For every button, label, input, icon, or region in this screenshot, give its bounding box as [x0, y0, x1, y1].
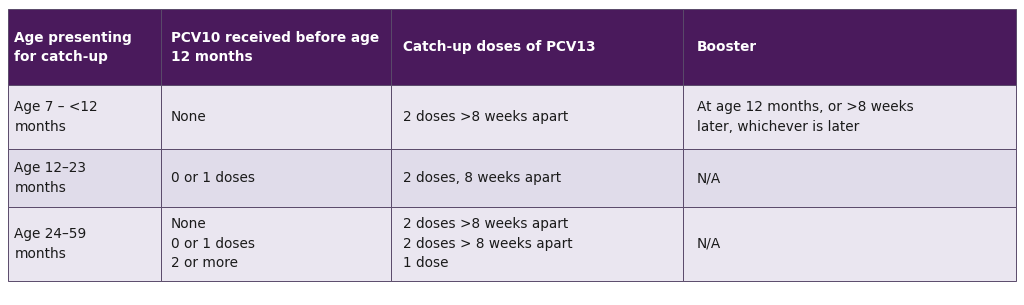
- Bar: [162, 85, 391, 149]
- Text: 2 doses >8 weeks apart: 2 doses >8 weeks apart: [402, 110, 568, 124]
- Bar: [162, 207, 391, 281]
- Bar: [391, 85, 683, 149]
- Bar: [683, 9, 1016, 85]
- Text: Age 24–59
months: Age 24–59 months: [14, 227, 87, 261]
- Text: Catch-up doses of PCV13: Catch-up doses of PCV13: [402, 40, 595, 54]
- Bar: [8, 9, 162, 85]
- Text: PCV10 received before age
12 months: PCV10 received before age 12 months: [171, 31, 379, 64]
- Text: N/A: N/A: [696, 171, 721, 185]
- Text: N/A: N/A: [696, 237, 721, 251]
- Text: Age presenting
for catch-up: Age presenting for catch-up: [14, 31, 132, 64]
- Text: Age 7 – <12
months: Age 7 – <12 months: [14, 100, 98, 134]
- Bar: [683, 149, 1016, 207]
- Bar: [391, 149, 683, 207]
- Text: 0 or 1 doses: 0 or 1 doses: [171, 171, 255, 185]
- Bar: [8, 85, 162, 149]
- Text: None: None: [171, 110, 206, 124]
- Text: None
0 or 1 doses
2 or more: None 0 or 1 doses 2 or more: [171, 217, 255, 271]
- Bar: [391, 207, 683, 281]
- Text: Booster: Booster: [696, 40, 757, 54]
- Bar: [8, 149, 162, 207]
- Bar: [391, 9, 683, 85]
- Bar: [683, 85, 1016, 149]
- Text: At age 12 months, or >8 weeks
later, whichever is later: At age 12 months, or >8 weeks later, whi…: [696, 100, 913, 134]
- Text: Age 12–23
months: Age 12–23 months: [14, 161, 86, 195]
- Bar: [683, 207, 1016, 281]
- Text: 2 doses >8 weeks apart
2 doses > 8 weeks apart
1 dose: 2 doses >8 weeks apart 2 doses > 8 weeks…: [402, 217, 572, 271]
- Bar: [162, 9, 391, 85]
- Bar: [8, 207, 162, 281]
- Text: 2 doses, 8 weeks apart: 2 doses, 8 weeks apart: [402, 171, 561, 185]
- Bar: [162, 149, 391, 207]
